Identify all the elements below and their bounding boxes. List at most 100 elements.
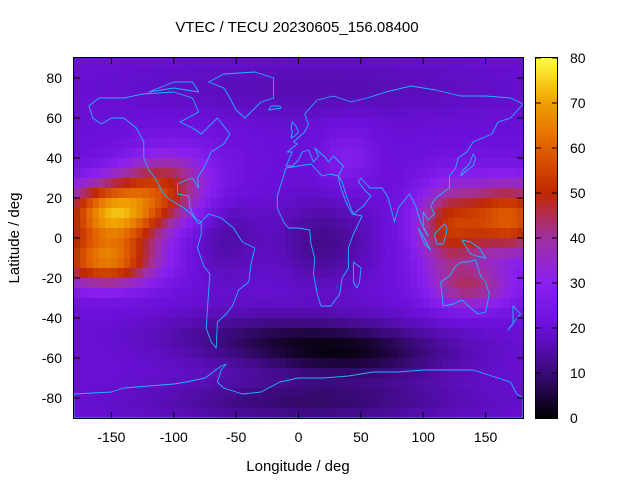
heatmap-cell xyxy=(105,388,113,399)
heatmap-cell xyxy=(516,318,524,329)
heatmap-cell xyxy=(335,158,343,169)
heatmap-cell xyxy=(261,298,268,309)
heatmap-cell xyxy=(498,408,505,419)
heatmap-cell xyxy=(329,68,337,79)
heatmap-cell xyxy=(410,78,418,89)
heatmap-cell xyxy=(111,358,119,369)
heatmap-cell xyxy=(479,198,487,209)
heatmap-cell xyxy=(261,58,268,69)
heatmap-cell xyxy=(180,238,187,249)
heatmap-cell xyxy=(323,208,331,219)
heatmap-cell xyxy=(416,298,424,309)
heatmap-cell xyxy=(491,78,499,89)
heatmap-cell xyxy=(198,298,206,309)
heatmap-cell xyxy=(123,238,131,249)
heatmap-cell xyxy=(354,258,362,269)
heatmap-cell xyxy=(473,128,480,139)
heatmap-cell xyxy=(242,168,250,179)
heatmap-cell xyxy=(379,298,387,309)
heatmap-cell xyxy=(317,168,325,179)
heatmap-cell xyxy=(317,118,325,129)
heatmap-cell xyxy=(392,98,399,109)
heatmap-cell xyxy=(117,368,125,379)
heatmap-cell xyxy=(423,118,431,129)
x-axis-ticks: -150 -100 -50 0 50 100 150 xyxy=(97,58,497,445)
heatmap-cell xyxy=(261,238,268,249)
heatmap-cell xyxy=(410,178,418,189)
heatmap-cell xyxy=(454,328,462,339)
heatmap-cell xyxy=(292,218,300,229)
heatmap-cell xyxy=(267,108,275,119)
heatmap-cell xyxy=(479,258,487,269)
heatmap-cell xyxy=(123,128,131,139)
heatmap-cell xyxy=(217,198,225,209)
heatmap-cell xyxy=(385,268,393,279)
heatmap-cell xyxy=(111,338,119,349)
heatmap-cell xyxy=(173,308,181,319)
heatmap-cell xyxy=(223,258,231,269)
heatmap-cell xyxy=(298,318,306,329)
heatmap-cell xyxy=(323,258,331,269)
heatmap-cell xyxy=(410,378,418,389)
heatmap-cell xyxy=(248,308,256,319)
heatmap-cell xyxy=(198,168,206,179)
heatmap-cell xyxy=(454,238,462,249)
heatmap-cell xyxy=(105,368,113,379)
heatmap-cell xyxy=(74,408,81,419)
heatmap-cell xyxy=(130,168,137,179)
heatmap-cell xyxy=(217,108,225,119)
heatmap-cell xyxy=(292,398,300,409)
heatmap-cell xyxy=(448,308,456,319)
heatmap-cell xyxy=(242,368,250,379)
heatmap-cell xyxy=(204,88,212,99)
heatmap-cell xyxy=(448,198,456,209)
heatmap-cell xyxy=(167,398,175,409)
heatmap-cell xyxy=(310,278,318,289)
heatmap-cell xyxy=(155,408,162,419)
heatmap-cell xyxy=(142,248,150,259)
heatmap-cell xyxy=(192,408,200,419)
heatmap-cell xyxy=(267,158,275,169)
heatmap-cell xyxy=(111,68,119,79)
heatmap-cell xyxy=(198,138,206,149)
heatmap-cell xyxy=(142,278,150,289)
heatmap-cell xyxy=(385,368,393,379)
heatmap-cell xyxy=(435,408,443,419)
heatmap-cell xyxy=(80,158,88,169)
heatmap-cell xyxy=(379,228,387,239)
heatmap-cell xyxy=(373,348,381,359)
heatmap-cell xyxy=(317,288,325,299)
heatmap-cell xyxy=(186,388,194,399)
heatmap-cell xyxy=(267,218,275,229)
heatmap-cell xyxy=(192,288,200,299)
heatmap-cell xyxy=(435,238,443,249)
heatmap-cell xyxy=(435,318,443,329)
heatmap-cell xyxy=(236,208,243,219)
heatmap-cell xyxy=(86,58,94,69)
heatmap-cell xyxy=(392,198,399,209)
heatmap-cell xyxy=(310,338,318,349)
heatmap-cell xyxy=(198,158,206,169)
heatmap-cell xyxy=(86,68,94,79)
heatmap-cell xyxy=(223,328,231,339)
heatmap-cell xyxy=(254,218,262,229)
heatmap-cell xyxy=(148,198,156,209)
heatmap-cell xyxy=(473,368,480,379)
heatmap-cell xyxy=(448,378,456,389)
heatmap-cell xyxy=(123,298,131,309)
heatmap-cell xyxy=(155,198,162,209)
heatmap-cell xyxy=(74,268,81,279)
heatmap-cell xyxy=(429,188,437,199)
heatmap-cell xyxy=(348,398,356,409)
heatmap-cell xyxy=(329,178,337,189)
heatmap-cell xyxy=(510,168,518,179)
y-tick-label: -80 xyxy=(42,390,62,406)
heatmap-cell xyxy=(273,138,281,149)
heatmap-cell xyxy=(367,228,374,239)
heatmap-cell xyxy=(454,368,462,379)
heatmap-cell xyxy=(229,338,237,349)
heatmap-cell xyxy=(310,308,318,319)
heatmap-cell xyxy=(342,408,349,419)
heatmap-cell xyxy=(410,218,418,229)
heatmap-cell xyxy=(98,208,106,219)
